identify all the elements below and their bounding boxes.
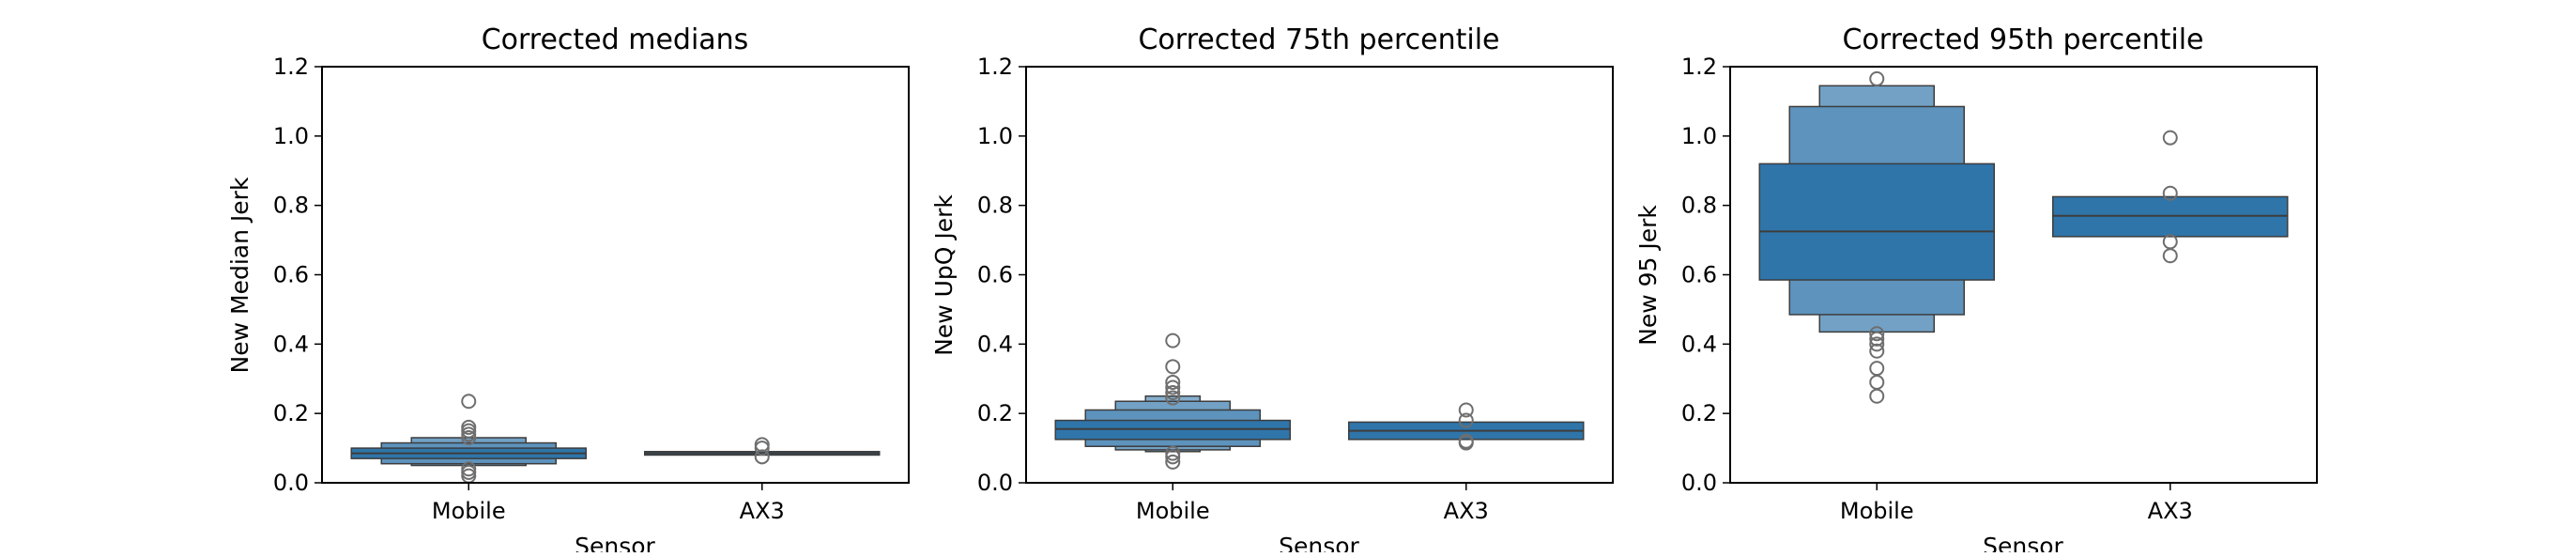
outlier-point bbox=[2162, 185, 2178, 201]
x-axis-label: Sensor bbox=[575, 533, 655, 552]
y-tick-label: 0.8 bbox=[1681, 193, 1717, 219]
x-tick-label: Mobile bbox=[1840, 498, 1914, 524]
y-tick-label: 1.0 bbox=[977, 123, 1013, 149]
y-tick-label: 0.4 bbox=[977, 331, 1013, 357]
outlier-point bbox=[1165, 374, 1181, 390]
y-tick-label: 0.2 bbox=[273, 400, 309, 426]
outlier-point bbox=[1165, 379, 1181, 395]
y-tick-label: 0.6 bbox=[977, 262, 1013, 288]
x-tick-label: AX3 bbox=[740, 498, 785, 524]
x-axis-label: Sensor bbox=[1983, 533, 2063, 552]
outlier-point bbox=[461, 394, 477, 410]
outlier-point bbox=[2162, 130, 2178, 146]
outlier-point bbox=[1165, 359, 1181, 375]
x-tick-label: Mobile bbox=[1136, 498, 1210, 524]
outlier-point bbox=[1869, 70, 1885, 86]
outlier-point bbox=[1458, 412, 1474, 428]
boxen-group-ax3 bbox=[644, 437, 881, 465]
y-axis-label: New UpQ Jerk bbox=[930, 194, 958, 356]
chart-title: Corrected medians bbox=[482, 23, 749, 56]
y-tick-label: 0.8 bbox=[977, 193, 1013, 219]
outlier-point bbox=[754, 441, 770, 456]
outlier-point bbox=[1165, 390, 1181, 406]
plot-frame bbox=[1729, 66, 2318, 484]
y-axis-label: New Median Jerk bbox=[226, 177, 253, 373]
chart-title: Corrected 95th percentile bbox=[1842, 23, 2203, 56]
outlier-point bbox=[1869, 336, 1885, 352]
y-tick-label: 0.8 bbox=[273, 193, 309, 219]
y-tick-label: 0.0 bbox=[1681, 470, 1717, 496]
y-tick-label: 1.2 bbox=[977, 54, 1013, 80]
outlier-point bbox=[1165, 449, 1181, 465]
outlier-point bbox=[1869, 326, 1885, 342]
chart-title: Corrected 75th percentile bbox=[1138, 23, 1499, 56]
y-tick-label: 1.2 bbox=[1681, 54, 1717, 80]
boxen-group-ax3 bbox=[2052, 130, 2289, 264]
boxen-group-ax3 bbox=[1348, 402, 1585, 451]
y-tick-label: 1.2 bbox=[273, 54, 309, 80]
boxen-group-mobile bbox=[1758, 70, 1995, 404]
y-tick-label: 0.6 bbox=[273, 262, 309, 288]
boxen-level-1 bbox=[1758, 162, 1995, 281]
outlier-point bbox=[1165, 454, 1181, 470]
boxen-group-mobile bbox=[350, 394, 587, 484]
panel-corrected-95th-percentile: Corrected 95th percentile New 95 Jerk Se… bbox=[1634, 23, 2318, 557]
x-tick-label: AX3 bbox=[1444, 498, 1489, 524]
x-axis-label: Sensor bbox=[1279, 533, 1359, 552]
outlier-point bbox=[754, 449, 770, 465]
y-tick-label: 0.0 bbox=[273, 470, 309, 496]
y-tick-label: 0.0 bbox=[977, 470, 1013, 496]
x-tick-label: AX3 bbox=[2148, 498, 2193, 524]
panel-corrected-medians: Corrected medians New Median Jerk Sensor… bbox=[226, 23, 910, 557]
boxen-group-mobile bbox=[1054, 333, 1291, 470]
plot-frame bbox=[1025, 66, 1614, 484]
outlier-point bbox=[1165, 385, 1181, 401]
panel-corrected-75th-percentile: Corrected 75th percentile New UpQ Jerk S… bbox=[930, 23, 1614, 557]
x-tick-label: Mobile bbox=[432, 498, 506, 524]
outlier-point bbox=[1458, 435, 1474, 451]
outlier-point bbox=[1165, 333, 1181, 348]
outlier-point bbox=[1869, 388, 1885, 404]
outlier-point bbox=[1869, 331, 1885, 347]
outlier-point bbox=[461, 430, 477, 446]
plot-frame bbox=[321, 66, 910, 484]
outlier-point bbox=[2162, 248, 2178, 264]
outlier-point bbox=[1458, 402, 1474, 418]
y-tick-label: 0.2 bbox=[1681, 400, 1717, 426]
y-tick-label: 0.4 bbox=[273, 331, 309, 357]
y-tick-label: 1.0 bbox=[1681, 123, 1717, 149]
outlier-point bbox=[1869, 343, 1885, 359]
y-axis-label: New 95 Jerk bbox=[1634, 205, 1662, 346]
y-tick-label: 1.0 bbox=[273, 123, 309, 149]
y-tick-label: 0.2 bbox=[977, 400, 1013, 426]
y-tick-label: 0.4 bbox=[1681, 331, 1717, 357]
y-tick-label: 0.6 bbox=[1681, 262, 1717, 288]
